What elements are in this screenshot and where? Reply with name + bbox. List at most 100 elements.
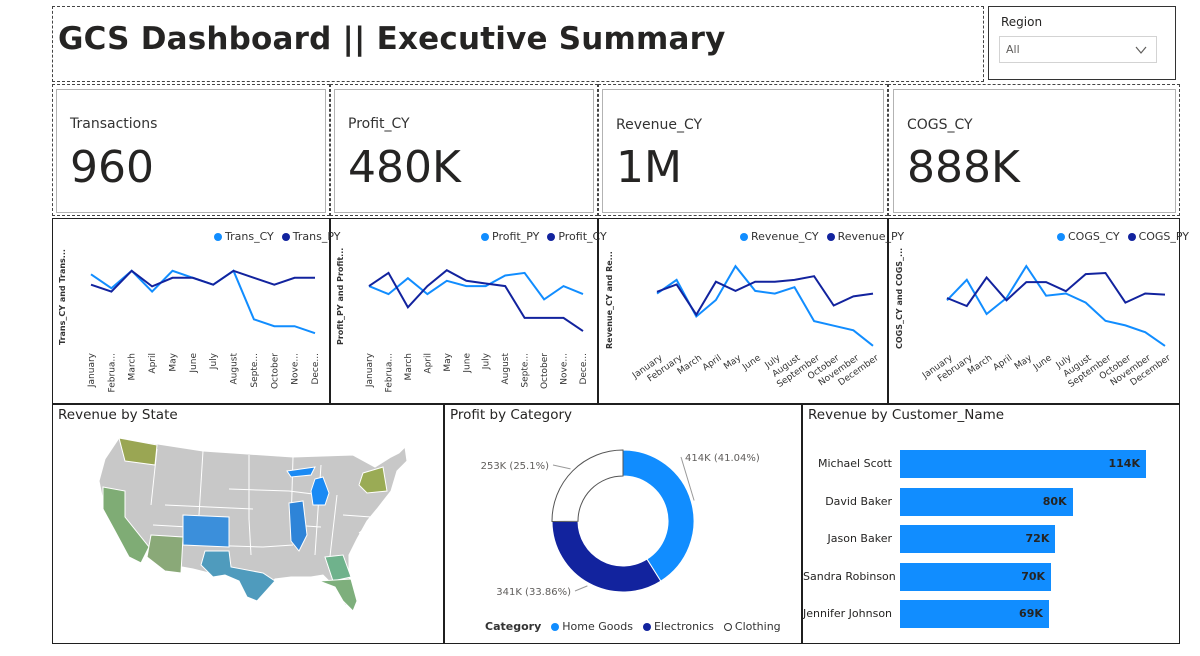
x-tick-label: August	[501, 353, 511, 385]
legend-dot	[481, 232, 489, 241]
kpi-frame-transactions	[52, 84, 330, 216]
profit-by-category-chart: Profit by Category 414K (41.04%) 341K (33…	[444, 404, 802, 644]
x-tick-label: March	[128, 353, 138, 380]
legend-title: Category	[485, 620, 542, 633]
donut-legend: Category Home Goods Electronics Clothing	[485, 620, 781, 633]
x-tick-label: April	[701, 353, 724, 373]
kpi-label: Transactions	[70, 116, 158, 132]
kpi-card-profit: Profit_CY 480K	[334, 89, 594, 213]
profit-line-chart-plot: Profit_PY and Profit... January Februa... M…	[336, 248, 589, 393]
trans-line-chart: Trans_CY Trans_PY Trans_CY and Trans... J…	[52, 218, 340, 404]
x-tick-label: June	[189, 353, 199, 374]
x-tick-label: Septe...	[521, 353, 531, 388]
series-line-trans-cy	[90, 269, 316, 335]
bar-data-label: 80K	[1042, 494, 1067, 508]
x-tick-label: Dece...	[311, 353, 321, 385]
customer-revenue-bar	[900, 450, 1146, 478]
kpi-value: 480K	[348, 142, 461, 193]
state-colorado	[182, 514, 230, 548]
state-california	[102, 486, 150, 564]
region-dropdown[interactable]: All	[999, 36, 1157, 63]
x-tick-label: Dece...	[579, 353, 589, 385]
legend-dot	[826, 232, 835, 241]
x-tick-label: October	[270, 353, 280, 389]
chart-legend: Revenue_CY Revenue_PY	[740, 230, 904, 243]
kpi-card-revenue: Revenue_CY 1M	[602, 89, 884, 213]
kpi-value: 888K	[907, 142, 1020, 193]
x-tick-label: April	[423, 353, 433, 374]
x-tick-label: July	[482, 352, 492, 370]
state-michigan	[286, 466, 330, 506]
legend-label: Revenue_PY	[837, 230, 905, 243]
x-tick-label: June	[462, 353, 472, 374]
kpi-frame-revenue	[598, 84, 888, 216]
legend-dot	[723, 622, 732, 631]
legend-label: COGS_PY	[1138, 230, 1190, 243]
legend-dot	[547, 232, 556, 241]
legend-dot	[1057, 232, 1065, 241]
legend-label: Profit_CY	[558, 230, 607, 243]
donut-leader-line	[680, 456, 695, 501]
x-tick-label: May	[169, 352, 179, 371]
page-title: GCS Dashboard || Executive Summary	[58, 21, 726, 57]
y-axis-label: Profit_PY and Profit...	[336, 248, 345, 345]
legend-label: Trans_PY	[292, 230, 341, 243]
legend-label: COGS_CY	[1068, 230, 1120, 243]
x-tick-label: Nove...	[291, 353, 301, 385]
donut-plot: 414K (41.04%) 341K (33.86%) 253K (25.1%)	[481, 449, 760, 598]
y-axis-label: Revenue_CY and Re...	[605, 251, 614, 349]
series-line-trans-py	[90, 269, 315, 293]
map-title: Revenue by State	[58, 407, 178, 423]
series-line-revenue-py	[656, 275, 874, 317]
x-tick-label: August	[230, 353, 240, 385]
x-tick-label: October	[540, 353, 550, 389]
revenue-by-state-map: Revenue by State	[52, 404, 444, 644]
state-arizona	[146, 534, 184, 574]
x-tick-label: April	[992, 353, 1015, 373]
state-new-york	[358, 466, 388, 494]
bar-data-label: 72K	[1025, 532, 1050, 545]
legend-label: Electronics	[653, 620, 714, 633]
kpi-value: 1M	[616, 142, 682, 193]
revenue-line-chart: Revenue_CY Revenue_PY Revenue_CY and Re.…	[598, 218, 904, 404]
chart-legend: Trans_CY Trans_PY	[214, 230, 340, 243]
customer-revenue-bar	[900, 562, 1052, 591]
x-tick-label: July	[209, 352, 219, 370]
legend-label: Profit_PY	[492, 230, 540, 243]
profit-line-chart: Profit_PY Profit_CY Profit_PY and Profit…	[330, 218, 607, 404]
customer-revenue-bar	[900, 525, 1056, 553]
us-map	[98, 437, 408, 612]
customer-name-label: Jason Baker	[827, 532, 892, 545]
series-line-profit-py	[368, 271, 584, 301]
legend-dot	[740, 232, 748, 241]
bar-data-label: 69K	[1019, 607, 1043, 620]
cogs-line-chart: COGS_CY COGS_PY COGS_CY and COGS_... Janu…	[888, 218, 1189, 404]
chart-legend: Profit_PY Profit_CY	[481, 230, 607, 243]
x-tick-label: May	[1013, 353, 1035, 372]
y-axis-label: Trans_CY and Trans...	[58, 249, 67, 345]
x-tick-label: January	[365, 352, 375, 388]
chart-legend: COGS_CY COGS_PY	[1057, 230, 1189, 243]
donut-slice-electronics	[551, 520, 662, 593]
x-tick-label: April	[148, 353, 158, 374]
customer-name-label: Sandra Robinson	[803, 569, 896, 583]
bar-data-label: 114K	[1108, 457, 1141, 470]
legend-dot	[642, 622, 651, 631]
kpi-card-transactions: Transactions 960	[56, 89, 326, 213]
kpi-label: Profit_CY	[348, 116, 410, 132]
x-tick-label: Septe...	[250, 353, 260, 388]
chevron-down-icon	[1135, 46, 1147, 54]
trans-line-chart-plot: Trans_CY and Trans... January Februa... Mar…	[58, 249, 321, 392]
x-tick-label: June	[1031, 353, 1054, 373]
legend-label: Clothing	[734, 620, 781, 633]
bar-chart-title: Revenue by Customer_Name	[808, 407, 1005, 423]
x-tick-label: June	[740, 353, 763, 373]
x-tick-label: Februa...	[385, 353, 395, 392]
donut-leader-line	[574, 585, 588, 592]
kpi-label: COGS_CY	[907, 117, 973, 133]
kpi-value: 960	[70, 142, 154, 193]
state-florida	[318, 578, 358, 612]
x-tick-label: January	[87, 352, 97, 388]
customer-revenue-bar	[900, 600, 1049, 628]
legend-dot	[281, 232, 290, 241]
